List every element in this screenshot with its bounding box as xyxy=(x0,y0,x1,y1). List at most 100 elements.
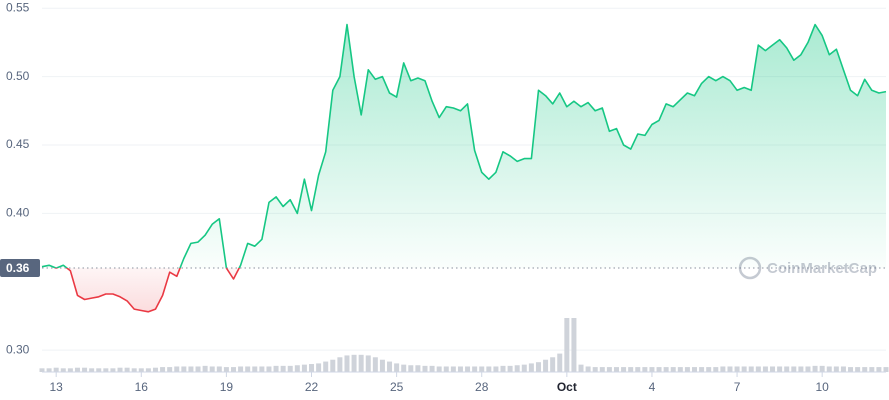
volume-bar xyxy=(840,366,846,372)
volume-bar xyxy=(535,362,541,372)
volume-bar xyxy=(401,364,407,372)
volume-bar xyxy=(379,359,385,372)
volume-bar xyxy=(606,367,612,372)
volume-bar xyxy=(500,365,506,372)
volume-bar xyxy=(571,318,577,372)
volume-bar xyxy=(585,366,591,372)
volume-bar xyxy=(273,365,279,372)
volume-bar xyxy=(613,367,619,372)
volume-bar xyxy=(358,354,364,372)
volume-bar xyxy=(798,366,804,372)
volume-bar xyxy=(67,368,73,372)
x-tick-label: 13 xyxy=(50,380,64,394)
y-tick-label: 0.40 xyxy=(6,206,30,220)
volume-bar xyxy=(833,366,839,372)
volume-bar xyxy=(280,365,286,372)
volume-bar xyxy=(741,366,747,372)
y-tick-label: 0.30 xyxy=(6,342,30,356)
volume-bar xyxy=(826,366,832,372)
volume-bar xyxy=(713,367,719,372)
volume-bar xyxy=(145,368,151,372)
price-area xyxy=(42,24,886,312)
volume-bar xyxy=(762,366,768,372)
volume-bar xyxy=(791,366,797,372)
volume-bar xyxy=(223,367,229,372)
volume-bar xyxy=(876,367,882,372)
volume-bar xyxy=(174,366,180,372)
volume-bar xyxy=(479,366,485,372)
volume-bar xyxy=(131,368,137,372)
y-tick-label: 0.55 xyxy=(6,0,30,14)
y-tick-label: 0.50 xyxy=(6,69,30,83)
x-tick-label: 28 xyxy=(475,380,489,394)
volume-bar xyxy=(294,365,300,372)
volume-bar xyxy=(351,354,357,372)
volume-bar xyxy=(706,367,712,372)
volume-bar xyxy=(96,368,102,372)
watermark-text: CoinMarketCap xyxy=(767,260,877,277)
x-tick-label: 25 xyxy=(390,380,404,394)
volume-bar xyxy=(323,361,329,372)
volume-bar xyxy=(784,366,790,372)
volume-bar xyxy=(82,367,88,372)
volume-bar xyxy=(138,368,144,372)
volume-bar xyxy=(720,366,726,372)
volume-bar xyxy=(883,367,889,372)
volume-bar xyxy=(855,367,861,372)
volume-bar xyxy=(564,318,570,372)
volume-bar xyxy=(727,366,733,372)
volume-bar xyxy=(472,366,478,372)
volume-bar xyxy=(755,366,761,372)
volume-bar xyxy=(699,367,705,372)
volume-bar xyxy=(124,367,130,372)
volume-bar xyxy=(181,366,187,372)
volume-bar xyxy=(869,367,875,372)
price-line xyxy=(41,23,887,313)
volume-bar xyxy=(195,366,201,372)
x-tick-label: 7 xyxy=(734,380,741,394)
volume-bar xyxy=(429,365,435,372)
volume-bar xyxy=(188,366,194,372)
volume-bar xyxy=(39,368,45,372)
x-tick-label: 4 xyxy=(649,380,656,394)
volume-bar xyxy=(450,366,456,372)
volume-bar xyxy=(862,367,868,372)
x-tick-label: 16 xyxy=(135,380,149,394)
volume-bar xyxy=(550,357,556,372)
volume-bar xyxy=(521,364,527,372)
volume-bar xyxy=(160,367,166,372)
volume-bar xyxy=(110,368,116,372)
volume-bar xyxy=(748,366,754,372)
volume-bar xyxy=(649,367,655,372)
volume-bar xyxy=(394,363,400,372)
volume-bar xyxy=(167,367,173,372)
volume-bar xyxy=(309,364,315,372)
volume-bar xyxy=(209,366,215,372)
volume-bar xyxy=(770,366,776,372)
volume-bar xyxy=(230,367,236,372)
volume-bar xyxy=(89,368,95,372)
volume-bar xyxy=(557,353,563,372)
volume-bar xyxy=(252,366,258,372)
volume-bar xyxy=(202,365,208,372)
x-tick-label: 10 xyxy=(815,380,829,394)
volume-bar xyxy=(599,367,605,372)
watermark: CoinMarketCap xyxy=(738,256,877,280)
volume-bar xyxy=(628,367,634,372)
volume-bar xyxy=(216,366,222,372)
volume-bar xyxy=(670,367,676,372)
volume-bar xyxy=(443,366,449,372)
volume-bar xyxy=(46,368,52,372)
volume-bar xyxy=(507,365,513,372)
volume-bar xyxy=(578,364,584,372)
volume-bar xyxy=(777,366,783,372)
baseline-badge xyxy=(0,259,40,278)
volume-bar xyxy=(238,366,244,372)
volume-bar xyxy=(819,365,825,372)
x-tick-label: Oct xyxy=(557,380,577,394)
volume-bar xyxy=(287,365,293,372)
volume-bar xyxy=(692,367,698,372)
volume-bar xyxy=(266,366,272,372)
volume-bar xyxy=(365,355,371,372)
